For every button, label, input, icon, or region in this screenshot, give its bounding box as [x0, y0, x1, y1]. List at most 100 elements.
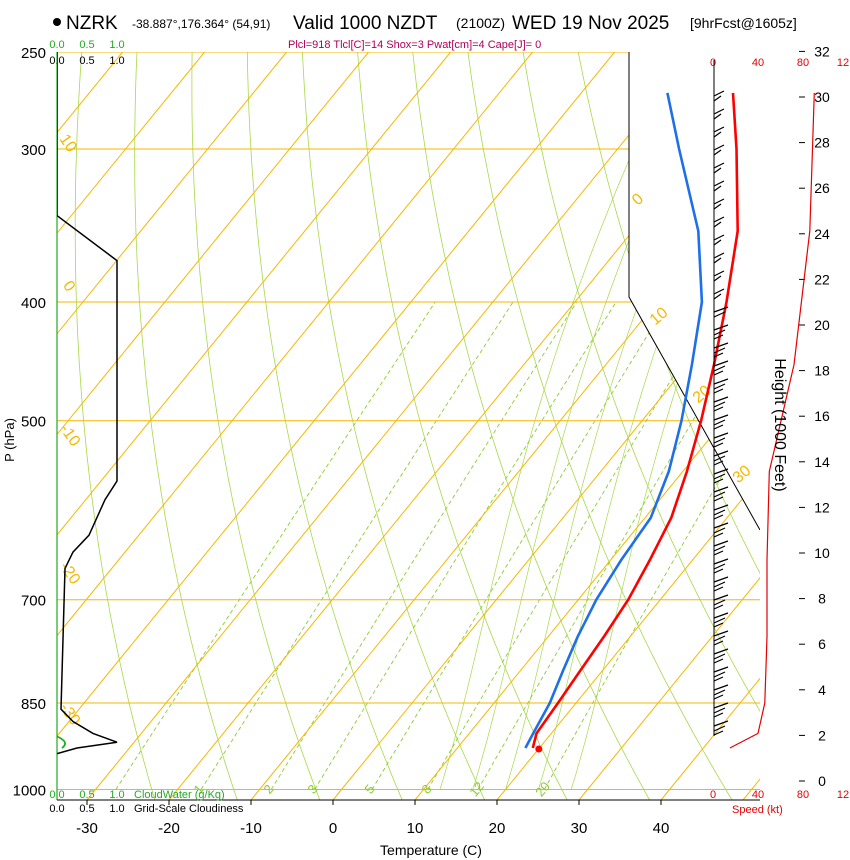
top-cloudiness-scale: 0.5 — [79, 55, 94, 67]
height-tick-label: 0 — [818, 773, 826, 789]
dry-adiabat — [357, 52, 568, 800]
valid-time: Valid 1000 NZDT — [293, 13, 438, 34]
dry-adiabat — [302, 52, 486, 800]
wind-barb — [713, 648, 729, 664]
mixing-ratio-line — [314, 301, 617, 790]
wind-barb-flag — [713, 239, 722, 246]
wind-barb-flag — [713, 460, 724, 466]
wind-barb-flag — [713, 540, 729, 547]
bottom-cloudwater-scale: 0.0 — [49, 789, 64, 801]
height-tick-label: 12 — [814, 499, 830, 515]
top-cloudiness-scale: 1.0 — [109, 55, 124, 67]
wind-barb-flag — [713, 648, 729, 655]
wind-barb-flag — [713, 689, 726, 696]
height-tick-label: 30 — [814, 89, 830, 105]
wind-barb-flag — [713, 504, 729, 511]
x-axis-title: Temperature (C) — [380, 842, 482, 858]
wind-barb — [713, 306, 729, 318]
temperature-trace — [531, 92, 739, 749]
wind-barb-flag — [713, 293, 722, 300]
dry-adiabat — [191, 52, 321, 800]
top-cloudwater-scale: 0.5 — [79, 39, 94, 51]
wind-barb-flag — [713, 702, 729, 709]
wind-barb-flag — [713, 576, 729, 583]
bottom-speed-scale: 12 — [837, 789, 849, 801]
wind-barb — [713, 216, 725, 228]
dewpoint-trace — [524, 92, 704, 749]
pressure-tick-label: 500 — [21, 414, 46, 431]
wind-barb — [713, 414, 729, 430]
wind-barb-flag — [713, 707, 726, 714]
wind-barb-flag — [713, 334, 724, 340]
wind-barb-flag — [713, 617, 726, 624]
pressure-tick-label: 300 — [21, 142, 46, 159]
wind-barb-flag — [713, 581, 726, 588]
wind-barb-flag — [713, 365, 726, 372]
blank-region — [629, 52, 760, 530]
wind-barb — [713, 288, 725, 300]
wind-barb-flag — [713, 360, 729, 367]
height-tick-label: 28 — [814, 135, 830, 151]
wind-barb-flag — [713, 113, 722, 120]
wind-barb-flag — [713, 234, 725, 241]
temperature-tick-label: 20 — [489, 820, 506, 837]
wind-barb-flag — [713, 491, 726, 498]
wind-barb-flag — [713, 342, 729, 349]
wind-barb — [713, 684, 729, 700]
dry-adiabat — [522, 52, 760, 712]
wind-barb-flag — [713, 437, 726, 444]
isotherm — [57, 52, 206, 234]
wind-barb-flag — [713, 270, 725, 277]
top-cloudwater-scale: 1.0 — [109, 39, 124, 51]
wind-barb-flag — [713, 478, 724, 484]
wind-barb — [713, 378, 729, 394]
wind-barb-flag — [713, 486, 729, 493]
temperature-tick-label: 30 — [571, 820, 588, 837]
temperature-tick-label: -10 — [240, 820, 262, 837]
wind-barb-flag — [713, 396, 729, 403]
wind-barb-flag — [713, 419, 726, 426]
top-speed-scale: 80 — [797, 57, 809, 69]
isotherm — [57, 52, 452, 536]
wind-barb-flag — [713, 388, 724, 394]
isotherm — [57, 52, 370, 436]
wind-barb-flag — [713, 666, 729, 673]
dry-adiabat — [134, 52, 238, 800]
wind-barb — [713, 540, 729, 556]
moist-adiabat — [505, 148, 700, 790]
wind-barb-flag — [713, 568, 724, 574]
wind-barb-flag — [713, 509, 726, 516]
wind-barb-flag — [713, 450, 729, 457]
wind-barb-flag — [713, 401, 726, 408]
wind-barb-flag — [713, 473, 726, 480]
height-tick-label: 6 — [818, 636, 826, 652]
wind-barb-flag — [713, 144, 725, 151]
height-tick-label: 22 — [814, 271, 830, 287]
wind-barb-flag — [713, 162, 725, 169]
pressure-tick-label: 400 — [21, 295, 46, 312]
wind-barb-flag — [713, 324, 729, 331]
isotherm — [57, 52, 288, 335]
wind-barb-flag — [713, 725, 726, 732]
mixing-ratio-line — [200, 301, 514, 790]
wind-barb — [713, 666, 729, 682]
speed-legend: Speed (kt) — [732, 804, 783, 816]
wind-barb-flag — [713, 252, 725, 259]
temperature-tick-label: -30 — [76, 820, 98, 837]
wind-barb-flag — [713, 347, 726, 354]
wind-barb — [713, 198, 725, 210]
wind-barb-flag — [713, 185, 722, 192]
cloudiness-legend: Grid-Scale Cloudiness — [134, 803, 244, 815]
wind-barb — [713, 450, 729, 466]
wind-barb-flag — [713, 352, 724, 358]
pressure-tick-label: 250 — [21, 45, 46, 62]
station-id: NZRK — [66, 13, 118, 34]
wind-barb-flag — [713, 694, 724, 700]
wind-barb-flag — [713, 635, 726, 642]
temperature-tick-label: 0 — [329, 820, 337, 837]
wind-barb — [713, 126, 725, 138]
wind-barb-flag — [713, 563, 726, 570]
height-tick-label: 18 — [814, 363, 830, 379]
